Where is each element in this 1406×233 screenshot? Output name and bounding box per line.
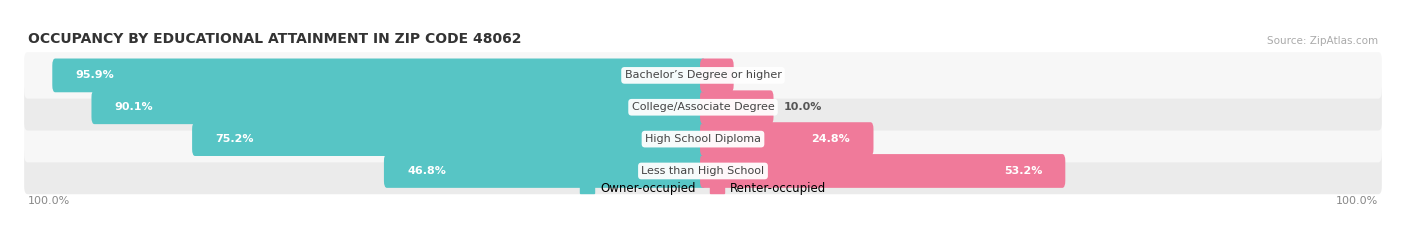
Text: College/Associate Degree: College/Associate Degree: [631, 102, 775, 112]
Text: 53.2%: 53.2%: [1004, 166, 1042, 176]
FancyBboxPatch shape: [24, 116, 1382, 162]
Text: 4.1%: 4.1%: [744, 70, 775, 80]
FancyBboxPatch shape: [700, 90, 773, 124]
FancyBboxPatch shape: [193, 122, 706, 156]
FancyBboxPatch shape: [384, 154, 706, 188]
FancyBboxPatch shape: [700, 58, 734, 92]
FancyBboxPatch shape: [52, 58, 706, 92]
FancyBboxPatch shape: [24, 84, 1382, 130]
FancyBboxPatch shape: [91, 90, 706, 124]
Text: 75.2%: 75.2%: [215, 134, 254, 144]
Text: 10.0%: 10.0%: [785, 102, 823, 112]
Text: 100.0%: 100.0%: [1336, 196, 1378, 206]
FancyBboxPatch shape: [24, 148, 1382, 194]
Text: Source: ZipAtlas.com: Source: ZipAtlas.com: [1267, 36, 1378, 46]
Legend: Owner-occupied, Renter-occupied: Owner-occupied, Renter-occupied: [575, 178, 831, 200]
Text: High School Diploma: High School Diploma: [645, 134, 761, 144]
FancyBboxPatch shape: [700, 154, 1066, 188]
Text: Less than High School: Less than High School: [641, 166, 765, 176]
Text: 46.8%: 46.8%: [408, 166, 446, 176]
Text: Bachelor’s Degree or higher: Bachelor’s Degree or higher: [624, 70, 782, 80]
FancyBboxPatch shape: [24, 52, 1382, 99]
Text: 90.1%: 90.1%: [115, 102, 153, 112]
Text: OCCUPANCY BY EDUCATIONAL ATTAINMENT IN ZIP CODE 48062: OCCUPANCY BY EDUCATIONAL ATTAINMENT IN Z…: [28, 32, 522, 46]
Text: 95.9%: 95.9%: [76, 70, 114, 80]
Text: 24.8%: 24.8%: [811, 134, 851, 144]
Text: 100.0%: 100.0%: [28, 196, 70, 206]
FancyBboxPatch shape: [700, 122, 873, 156]
